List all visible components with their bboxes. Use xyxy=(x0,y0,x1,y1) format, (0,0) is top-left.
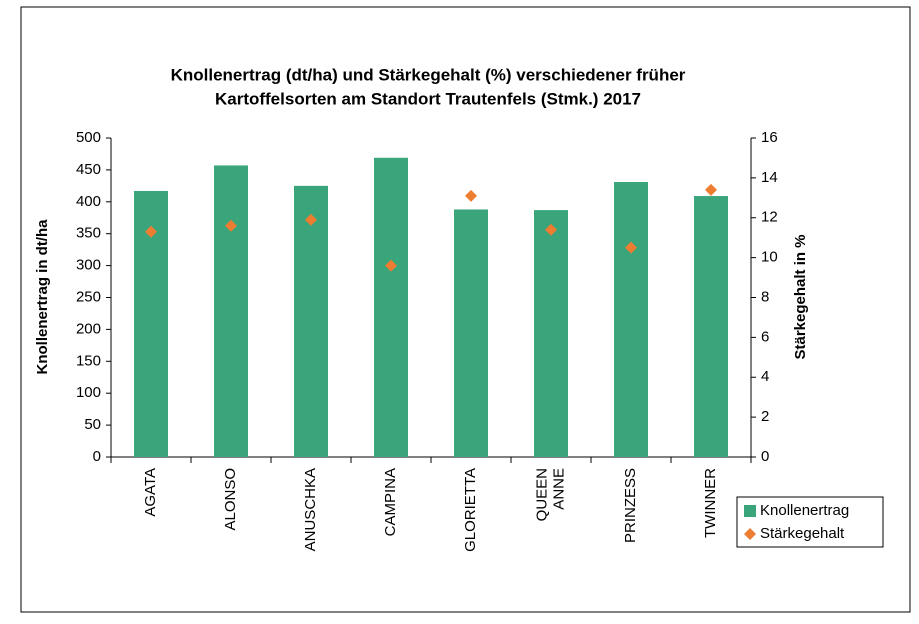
x-tick-label: ALONSO xyxy=(222,468,239,531)
diamond xyxy=(545,223,557,236)
legend xyxy=(736,496,884,548)
x-tick-label: QUEENANNE xyxy=(533,468,567,521)
chart-title: Knollenertrag (dt/ha) und Stärkegehalt (… xyxy=(171,65,686,84)
y2-tick-label: 16 xyxy=(761,129,778,146)
diamond xyxy=(225,219,237,232)
y2-axis-label: Stärkegehalt in % xyxy=(792,234,809,359)
x-tick-label: ANUSCHKA xyxy=(302,468,319,551)
legend-label: Stärkegehalt xyxy=(760,525,845,542)
x-tick-label: TWINNER xyxy=(702,468,719,538)
y2-tick-label: 8 xyxy=(761,288,769,305)
y-tick-label: 50 xyxy=(84,416,101,433)
y-tick-label: 100 xyxy=(76,384,101,401)
diamond xyxy=(705,183,717,196)
diamond xyxy=(385,259,397,272)
diamond xyxy=(625,241,637,254)
y-tick-label: 200 xyxy=(76,320,101,337)
legend-label: Knollenertrag xyxy=(760,502,849,519)
y-tick-label: 150 xyxy=(76,352,101,369)
y-tick-label: 400 xyxy=(76,193,101,210)
y2-tick-label: 0 xyxy=(761,448,769,465)
diamond xyxy=(145,225,157,238)
chart-subtitle: Kartoffelsorten am Standort Trautenfels … xyxy=(215,89,641,108)
y2-tick-label: 4 xyxy=(761,368,769,385)
bar xyxy=(694,196,728,458)
y2-tick-label: 2 xyxy=(761,408,769,425)
y-tick-label: 450 xyxy=(76,161,101,178)
y2-tick-label: 10 xyxy=(761,249,778,266)
y2-tick-label: 6 xyxy=(761,328,769,345)
y-tick-label: 0 xyxy=(93,448,101,465)
x-tick-label: CAMPINA xyxy=(382,468,399,536)
y-tick-label: 250 xyxy=(76,288,101,305)
bar xyxy=(534,210,568,457)
legend-swatch xyxy=(744,528,756,540)
y-tick-label: 500 xyxy=(76,129,101,146)
bar xyxy=(294,185,328,457)
x-tick-label: PRINZESS xyxy=(622,468,639,543)
y2-tick-label: 14 xyxy=(761,169,778,186)
diamond xyxy=(465,189,477,202)
diamond xyxy=(305,213,317,226)
x-tick-label: AGATA xyxy=(142,468,159,517)
x-tick-label: GLORIETTA xyxy=(462,468,479,552)
bar xyxy=(214,165,248,457)
bar xyxy=(374,157,408,457)
y-tick-label: 350 xyxy=(76,225,101,242)
bar xyxy=(614,182,648,457)
legend-swatch xyxy=(744,505,756,517)
y2-tick-label: 12 xyxy=(761,209,778,226)
y-axis-label: Knollenertrag in dt/ha xyxy=(34,219,51,375)
y-tick-label: 300 xyxy=(76,257,101,274)
bar xyxy=(454,209,488,457)
